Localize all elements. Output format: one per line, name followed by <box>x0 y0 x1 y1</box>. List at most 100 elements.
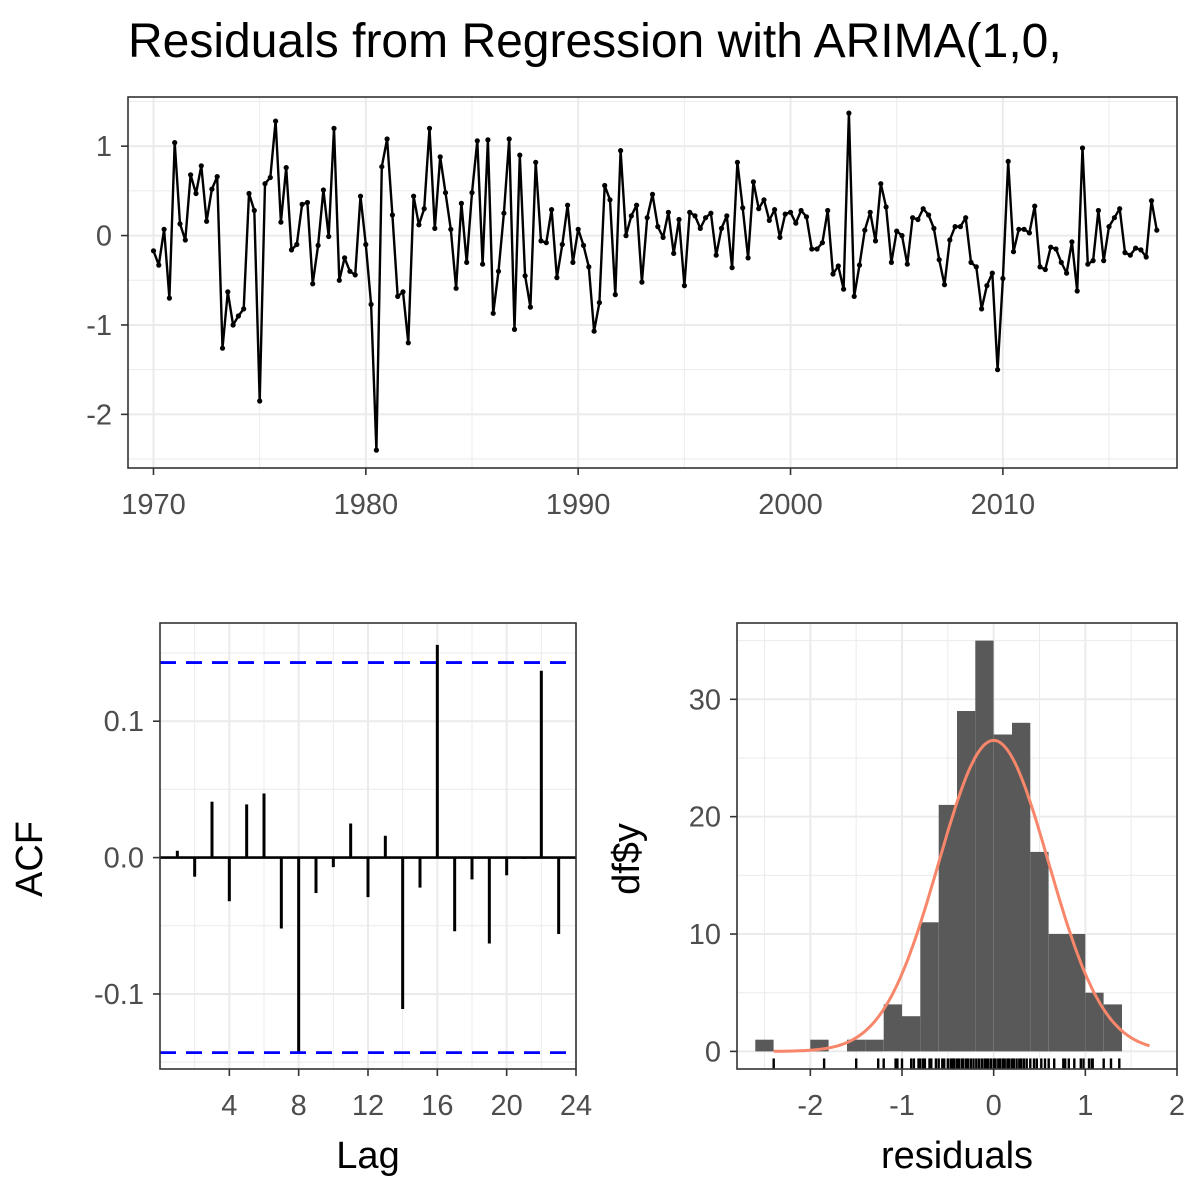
hist-bar <box>1030 851 1049 1052</box>
residual-point <box>745 255 751 261</box>
residual-point <box>660 234 666 240</box>
hist-panel-border <box>736 622 1178 1070</box>
hist-y-tick-label: 0 <box>705 1036 721 1068</box>
residual-point <box>734 159 741 165</box>
hist-x-tick-label: -1 <box>889 1090 915 1122</box>
residual-point <box>973 264 979 270</box>
residual-point <box>862 227 868 233</box>
residual-point <box>878 181 884 187</box>
hist-y-tick-label: 20 <box>689 802 721 834</box>
residual-point <box>1069 239 1075 245</box>
residual-point <box>979 306 985 312</box>
residual-point <box>549 207 555 213</box>
residual-point <box>299 201 305 207</box>
residual-point <box>872 238 879 244</box>
ts-x-tick-label: 1980 <box>334 489 399 521</box>
ts-y-tick-label: 1 <box>96 131 112 163</box>
residual-point <box>904 261 910 267</box>
acf-x-axis-label: Lag <box>336 1135 399 1177</box>
hist-bar <box>810 1039 829 1052</box>
residual-point <box>798 207 804 214</box>
residual-point <box>442 190 449 196</box>
residual-point <box>267 174 273 181</box>
residual-point <box>278 219 284 225</box>
residual-point <box>225 289 231 295</box>
residual-point <box>580 242 587 248</box>
residual-point <box>676 216 682 223</box>
residual-point <box>405 340 411 346</box>
residual-point <box>1101 258 1107 264</box>
residual-point <box>565 202 571 208</box>
residual-point <box>1058 259 1064 265</box>
acf-x-tick-label: 12 <box>352 1090 384 1122</box>
residual-point <box>750 179 757 185</box>
residual-point <box>1148 198 1155 204</box>
ts-x-tick-label: 2000 <box>758 489 823 521</box>
residual-point <box>623 233 629 239</box>
residual-point <box>724 213 730 219</box>
acf-x-tick-label: 16 <box>421 1090 453 1122</box>
residual-point <box>655 224 661 230</box>
residual-point <box>543 240 549 246</box>
residual-point <box>756 206 762 212</box>
residual-point <box>941 282 948 288</box>
residual-point <box>246 190 252 197</box>
residual-point <box>161 226 167 232</box>
residual-point <box>262 181 268 187</box>
residual-point <box>803 214 810 220</box>
residual-point <box>373 447 379 453</box>
residual-point <box>1106 224 1112 230</box>
residual-point <box>1005 158 1011 164</box>
residual-point <box>575 226 581 232</box>
residual-point <box>1079 145 1086 151</box>
residual-point <box>665 209 672 215</box>
residual-point <box>1032 203 1038 209</box>
residual-point <box>612 292 618 298</box>
residual-point <box>336 277 342 283</box>
residual-point <box>368 301 374 307</box>
acf-y-tick-label: 0.0 <box>104 843 144 875</box>
hist-y-tick-label: 10 <box>689 919 721 951</box>
residual-point <box>894 228 900 234</box>
residual-point <box>957 224 964 230</box>
ts-x-tick-label: 1970 <box>121 489 186 521</box>
residual-point <box>968 259 974 265</box>
residual-point <box>421 206 427 212</box>
residual-point <box>347 268 353 274</box>
residual-point <box>787 209 794 215</box>
residual-point <box>1064 270 1070 276</box>
residual-point <box>288 247 295 253</box>
residual-point <box>241 306 247 312</box>
acf-x-tick-label: 8 <box>291 1090 307 1122</box>
residual-point <box>777 234 783 240</box>
hist-bar <box>1085 992 1104 1052</box>
residual-point <box>416 222 422 228</box>
residual-point <box>437 154 443 160</box>
residual-point <box>517 152 523 158</box>
residual-point <box>1000 275 1006 282</box>
acf-x-tick-label: 4 <box>221 1090 237 1122</box>
residual-point <box>910 215 916 221</box>
hist-bar <box>883 1004 902 1052</box>
acf-x-tick-label: 20 <box>491 1090 523 1122</box>
residual-point <box>639 279 645 285</box>
residual-point <box>326 233 332 240</box>
residual-point <box>538 238 544 244</box>
residual-point <box>926 212 932 218</box>
residual-point <box>883 204 889 210</box>
residual-point <box>1122 250 1128 256</box>
residual-point <box>448 226 454 232</box>
residual-point <box>506 136 512 142</box>
hist-x-tick-label: 2 <box>1169 1090 1185 1122</box>
residual-point <box>830 271 836 277</box>
residual-point <box>931 225 937 231</box>
residual-point <box>379 164 385 170</box>
residual-point <box>1042 266 1048 273</box>
residual-point <box>809 246 815 252</box>
residual-point <box>182 237 188 243</box>
residual-point <box>485 137 491 143</box>
page-title: Residuals from Regression with ARIMA(1,0… <box>128 15 1062 68</box>
residual-point <box>453 285 459 291</box>
residual-point <box>363 241 369 248</box>
residual-point <box>841 286 847 292</box>
